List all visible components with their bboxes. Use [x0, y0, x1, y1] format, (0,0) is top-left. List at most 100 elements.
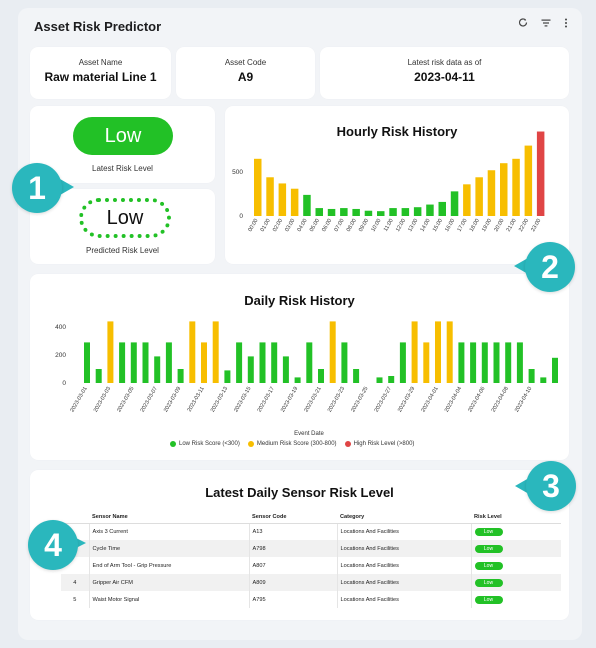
risk-cell: Low [471, 591, 561, 608]
daily-bar [493, 342, 500, 383]
risk-badge: Low [474, 595, 503, 604]
col-risk-level[interactable]: Risk Level [471, 512, 561, 524]
legend-low-label: Low Risk Score (<300) [179, 441, 240, 447]
daily-x-tick: 2023-04-01 [420, 386, 439, 413]
col-sensor-name[interactable]: Sensor Name [89, 512, 249, 524]
col-sensor-code[interactable]: Sensor Code [249, 512, 337, 524]
asset-code-label: Asset Code [224, 58, 267, 67]
hourly-x-tick: 13:00 [407, 218, 419, 233]
daily-x-tick: 2023-03-03 [93, 386, 112, 413]
hourly-x-tick: 22:00 [518, 218, 530, 233]
hourly-x-tick: 23:00 [530, 218, 542, 233]
hourly-x-tick: 07:00 [334, 218, 346, 233]
daily-chart-title: Daily Risk History [244, 293, 355, 308]
hourly-bar [401, 208, 410, 216]
asset-code-value: A9 [237, 70, 254, 84]
hourly-y-tick: 0 [239, 213, 243, 220]
sensor-category: Locations And Facilities [337, 523, 472, 540]
hourly-x-tick: 01:00 [260, 218, 272, 233]
hourly-x-tick: 10:00 [370, 218, 382, 233]
hourly-chart-title: Hourly Risk History [336, 124, 458, 139]
daily-x-tick: 2023-03-25 [350, 386, 369, 413]
header-actions [518, 18, 568, 28]
hourly-bar [438, 201, 446, 216]
predicted-risk-label: Predicted Risk Level [86, 246, 159, 255]
daily-bar [329, 321, 336, 383]
daily-x-tick: 2023-04-06 [467, 386, 486, 413]
daily-bar [95, 369, 102, 383]
daily-bar [505, 342, 512, 383]
row-index: 5 [61, 591, 90, 608]
table-row[interactable]: Cycle Time A798 Locations And Facilities… [61, 540, 561, 557]
callout-badge-2: 2 [525, 242, 575, 292]
sensor-table: Sensor Name Sensor Code Category Risk Le… [61, 512, 561, 608]
hourly-x-tick: 09:00 [358, 218, 370, 233]
hourly-bar [352, 208, 360, 216]
legend-low-swatch [170, 441, 176, 447]
sensor-code: A13 [249, 523, 338, 540]
daily-bar [165, 342, 172, 383]
asset-name-card: Asset Name Raw material Line 1 [30, 47, 171, 99]
daily-y-tick: 400 [55, 324, 66, 331]
filter-icon[interactable] [541, 18, 551, 28]
daily-bar [341, 342, 348, 383]
predicted-risk-pill: Low [79, 198, 171, 238]
daily-bar [282, 356, 289, 383]
refresh-icon[interactable] [518, 18, 528, 28]
asset-name-value: Raw material Line 1 [44, 70, 157, 84]
sensor-name: Cycle Time [89, 540, 250, 557]
hourly-bar [254, 158, 262, 216]
daily-bar [271, 342, 278, 383]
hourly-bar [475, 177, 483, 216]
app-title: Asset Risk Predictor [34, 19, 162, 34]
table-header-row: Sensor Name Sensor Code Category Risk Le… [61, 512, 561, 524]
hourly-x-tick: 20:00 [493, 218, 505, 233]
sensor-category: Locations And Facilities [337, 574, 472, 591]
asset-name-label: Asset Name [78, 58, 123, 67]
legend-high-swatch [344, 441, 351, 447]
hourly-x-tick: 04:00 [297, 218, 309, 233]
daily-bar [119, 342, 126, 383]
latest-risk-label: Latest Risk Level [92, 164, 153, 173]
sensor-name: Gripper Air CFM [89, 574, 250, 591]
table-row[interactable]: 5 Waist Motor Signal A795 Locations And … [61, 591, 561, 608]
daily-bar [353, 369, 360, 383]
sensor-category: Locations And Facilities [337, 540, 472, 557]
hourly-x-tick: 12:00 [395, 218, 407, 233]
hourly-x-tick: 16:00 [444, 218, 456, 233]
hourly-bar [500, 163, 508, 216]
daily-bar [236, 342, 243, 383]
table-row[interactable]: End of Arm Tool - Grip Pressure A807 Loc… [61, 557, 561, 574]
hourly-x-tick: 02:00 [272, 218, 284, 233]
sensor-name: Axis 3 Current [89, 523, 250, 540]
hourly-x-tick: 15:00 [432, 218, 444, 233]
daily-x-tick: 2023-03-17 [257, 386, 276, 413]
daily-bar [201, 342, 207, 383]
col-category[interactable]: Category [337, 512, 471, 524]
hourly-x-tick: 03:00 [284, 218, 296, 233]
daily-bar [107, 321, 114, 383]
badge-1-pointer [60, 179, 74, 195]
hourly-bar [487, 170, 496, 216]
daily-x-tick: 2023-03-05 [116, 386, 135, 413]
daily-bar [224, 370, 231, 383]
hourly-bar [315, 208, 323, 216]
daily-y-tick: 200 [55, 352, 66, 359]
sensor-code: A807 [249, 557, 338, 574]
table-row[interactable]: Axis 3 Current A13 Locations And Facilit… [61, 523, 561, 540]
more-vertical-icon[interactable] [564, 18, 568, 28]
daily-x-tick: 2023-03-15 [233, 386, 252, 413]
hourly-bar [327, 208, 336, 216]
daily-x-tick: 2023-03-13 [210, 386, 229, 413]
sensor-code: A809 [249, 574, 338, 591]
hourly-y-tick: 500 [232, 169, 243, 176]
callout-badge-4: 4 [28, 520, 78, 570]
daily-bar [306, 342, 313, 383]
daily-bar [294, 377, 301, 383]
hourly-bar [413, 207, 422, 216]
sensor-category: Locations And Facilities [337, 557, 472, 574]
hourly-bar [512, 158, 520, 216]
hourly-bar [377, 211, 385, 216]
table-row[interactable]: 4 Gripper Air CFM A809 Locations And Fac… [61, 574, 561, 591]
